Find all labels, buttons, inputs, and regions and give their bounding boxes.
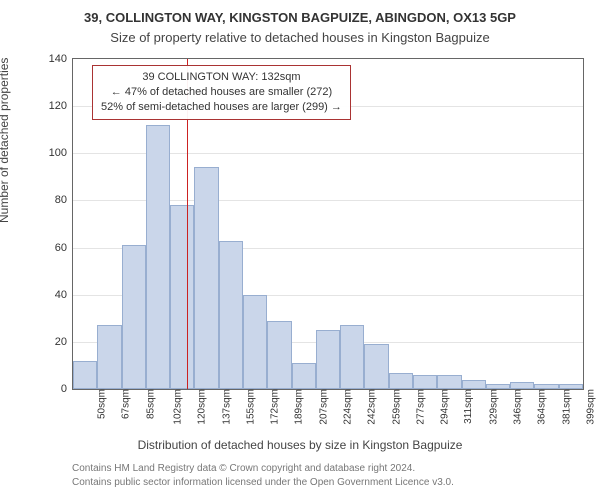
x-axis-label: Distribution of detached houses by size … (0, 438, 600, 452)
x-tick: 364sqm (533, 389, 548, 425)
x-tick: 120sqm (193, 389, 208, 425)
histogram-bar (486, 384, 510, 389)
histogram-bar (437, 375, 461, 389)
y-tick: 100 (49, 147, 73, 159)
x-tick: 67sqm (117, 389, 132, 419)
histogram-bar (73, 361, 97, 389)
x-tick: 381sqm (557, 389, 572, 425)
y-tick: 60 (55, 242, 73, 254)
y-tick: 20 (55, 336, 73, 348)
histogram-bar (267, 321, 291, 389)
histogram-bar (194, 167, 218, 389)
y-tick: 80 (55, 194, 73, 206)
x-tick: 311sqm (459, 389, 474, 424)
annotation-box: 39 COLLINGTON WAY: 132sqm ← 47% of detac… (92, 65, 351, 120)
x-tick: 294sqm (435, 389, 450, 425)
y-tick: 0 (61, 383, 73, 395)
x-tick: 346sqm (508, 389, 523, 425)
x-tick: 259sqm (387, 389, 402, 425)
x-tick: 399sqm (581, 389, 596, 425)
histogram-bar (122, 245, 146, 389)
histogram-bar (510, 382, 534, 389)
histogram-bar (534, 384, 558, 389)
histogram-bar (340, 325, 364, 389)
annotation-line-2: ← 47% of detached houses are smaller (27… (101, 85, 342, 100)
histogram-bar (462, 380, 486, 389)
x-tick: 207sqm (314, 389, 329, 425)
histogram-bar (316, 330, 340, 389)
annotation-line-1: 39 COLLINGTON WAY: 132sqm (101, 70, 342, 85)
x-tick: 137sqm (217, 389, 232, 425)
footer-line-2: Contains public sector information licen… (72, 476, 454, 490)
x-tick: 85sqm (141, 389, 156, 419)
x-tick: 155sqm (241, 389, 256, 425)
footer-attribution: Contains HM Land Registry data © Crown c… (72, 462, 454, 489)
y-tick: 40 (55, 289, 73, 301)
histogram-bar (243, 295, 267, 389)
chart-subtitle: Size of property relative to detached ho… (0, 30, 600, 45)
x-tick: 102sqm (168, 389, 183, 425)
y-tick: 120 (49, 100, 73, 112)
x-tick: 242sqm (363, 389, 378, 425)
x-tick: 189sqm (290, 389, 305, 425)
histogram-bar (413, 375, 437, 389)
histogram-bar (146, 125, 170, 389)
x-tick: 329sqm (484, 389, 499, 425)
y-axis-label: Number of detached properties (0, 58, 11, 223)
x-tick: 277sqm (411, 389, 426, 425)
x-tick: 224sqm (338, 389, 353, 425)
page-title-address: 39, COLLINGTON WAY, KINGSTON BAGPUIZE, A… (0, 10, 600, 25)
histogram-bar (170, 205, 194, 389)
annotation-line-3: 52% of semi-detached houses are larger (… (101, 100, 342, 115)
histogram-bar (292, 363, 316, 389)
histogram-bar (389, 373, 413, 390)
x-tick: 50sqm (93, 389, 108, 419)
y-tick: 140 (49, 53, 73, 65)
histogram-bar (364, 344, 388, 389)
histogram-bar (559, 384, 583, 389)
footer-line-1: Contains HM Land Registry data © Crown c… (72, 462, 454, 476)
histogram-bar (219, 241, 243, 390)
x-tick: 172sqm (265, 389, 280, 425)
histogram-bar (97, 325, 121, 389)
